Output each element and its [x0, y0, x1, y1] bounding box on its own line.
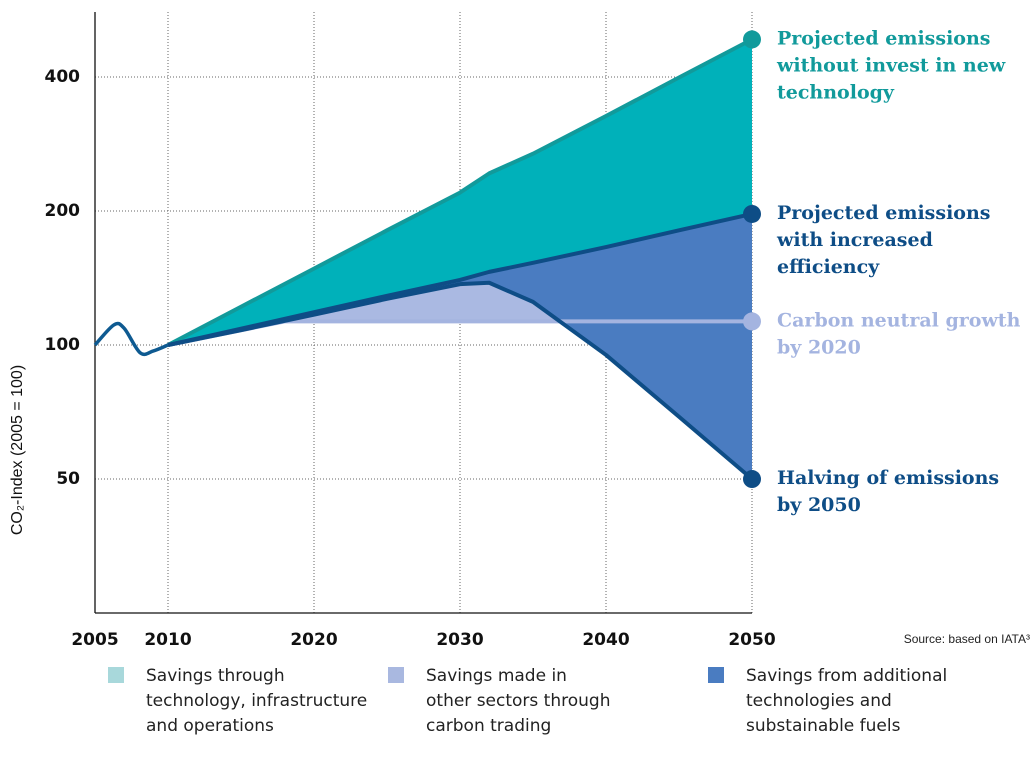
legend-label: Savings made in: [426, 666, 567, 686]
legend-label: Savings through: [146, 666, 285, 686]
line-label: Halving of emissions: [777, 467, 999, 489]
line-label: efficiency: [777, 256, 880, 278]
line-label: with increased: [776, 229, 933, 251]
x-tick-label: 2050: [728, 630, 775, 650]
x-tick-label: 2030: [436, 630, 483, 650]
source: Source: based on IATA³: [904, 632, 1030, 646]
legend-label: Savings from additional: [746, 666, 947, 686]
end-point: [743, 204, 761, 223]
y-tick-label: 400: [45, 67, 81, 87]
legend-swatch: [708, 667, 724, 683]
line-label: Projected emissions: [777, 27, 990, 49]
x-tick-label: 2010: [144, 630, 191, 650]
line: [167, 37, 753, 347]
area: [168, 213, 752, 480]
y-axis-label: CO₂-Index (2005 = 100): [9, 365, 26, 535]
y-tick-label: 100: [45, 335, 81, 355]
x-tick-label: 2020: [290, 630, 337, 650]
end-point: [743, 470, 761, 489]
legend-swatch: [108, 667, 124, 683]
baseline: [93, 321, 169, 357]
labels: 50 100 200 400 2005 2010 2020 2030 2040 2050 Carbo…: [45, 27, 1021, 736]
line: [167, 280, 754, 481]
lines: [93, 30, 761, 489]
end-point: [743, 30, 761, 49]
legend-label: other sectors through: [426, 691, 610, 711]
y-tick-label: 200: [45, 201, 81, 221]
y-tick-label: 50: [56, 469, 80, 489]
line-label: without invest in new: [776, 54, 1006, 76]
legend-label: substainable fuels: [746, 716, 901, 736]
line-label: technology: [777, 81, 895, 103]
x-tick-label: 2005: [71, 630, 118, 650]
line-label: Carbon neutral growth: [777, 309, 1021, 331]
line-label: Projected emissions: [777, 202, 990, 224]
line-label: by 2020: [777, 336, 861, 358]
legend-label: technology, infrastructure: [146, 691, 367, 711]
legend-label: and operations: [146, 716, 274, 736]
line-label: by 2050: [777, 494, 861, 516]
end-point: [743, 312, 761, 331]
legend-label: carbon trading: [426, 716, 551, 736]
legend-label: technologies and: [746, 691, 892, 711]
x-tick-label: 2040: [582, 630, 629, 650]
legend-swatch: [388, 667, 404, 683]
